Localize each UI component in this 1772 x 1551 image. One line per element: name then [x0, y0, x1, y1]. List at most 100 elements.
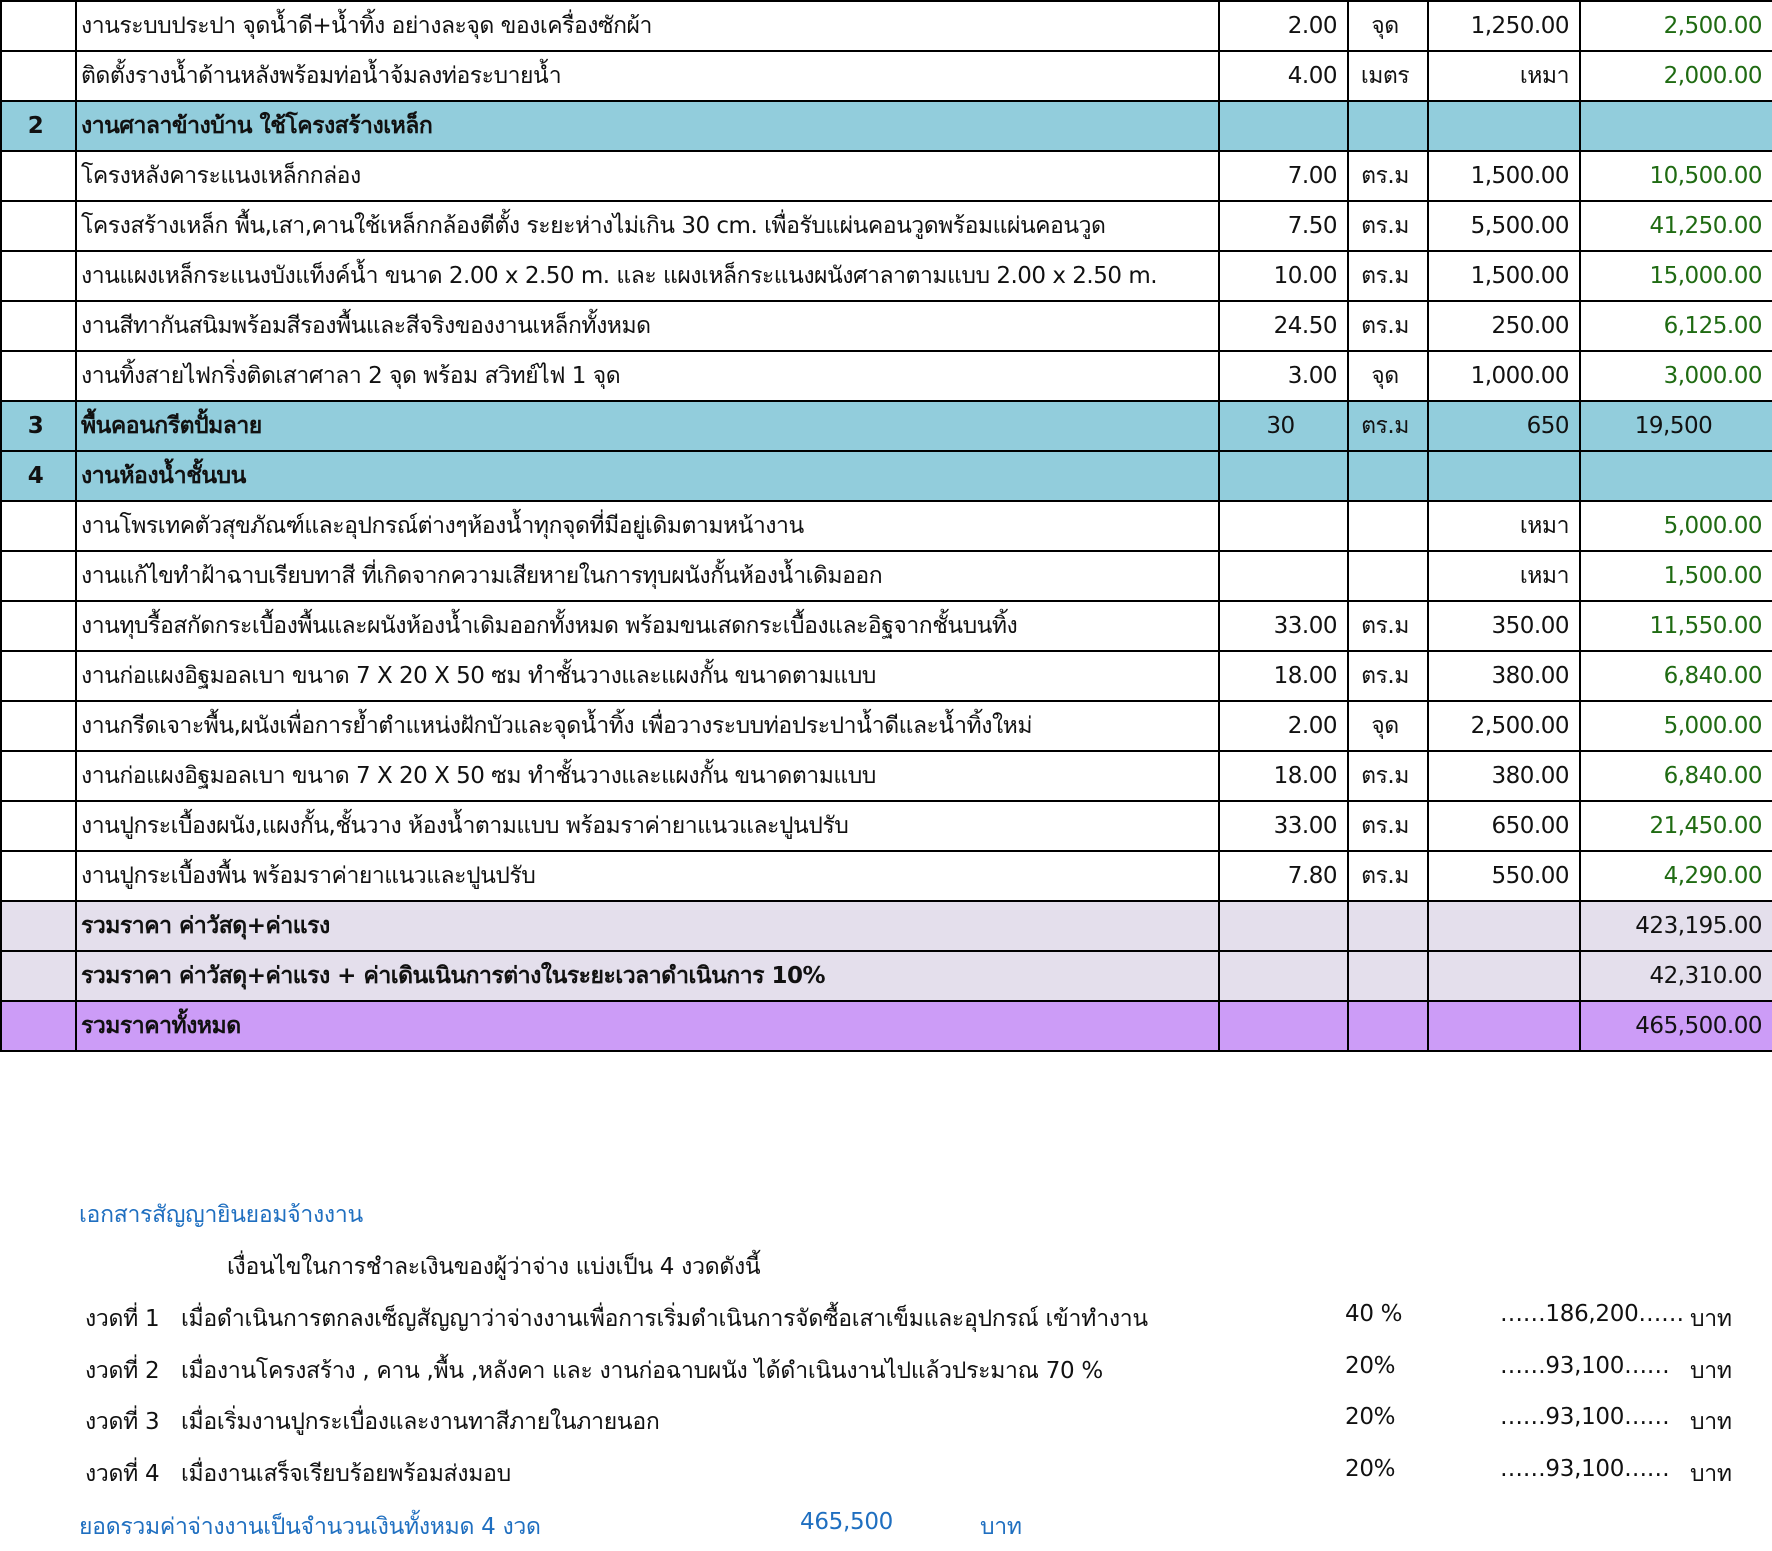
summary-label: ยอดรวมค่าจ่างงานเป็นจำนวนเงินทั้งหมด 4 ง… — [79, 1514, 541, 1540]
section-row: 2 งานศาลาข้างบ้าน ใช้โครงสร้างเหล็ก — [0, 100, 1772, 152]
description: งานแผงเหล็กระแนงบังแท็งค์น้ำ ขนาด 2.00 x… — [75, 250, 1220, 302]
row-number: 4 — [0, 450, 77, 502]
quantity: 2.00 — [1218, 0, 1349, 52]
installment-percent: 20% — [1345, 1353, 1396, 1379]
summary-amount: 465,500 — [800, 1509, 894, 1535]
description: งานปูกระเบื้องผนัง,แผงกั้น,ชั้นวาง ห้องน… — [75, 800, 1220, 852]
installment-currency: บาท — [1690, 1461, 1732, 1487]
line-total: 1,500.00 — [1579, 550, 1772, 602]
row-number — [0, 700, 77, 752]
quantity: 30 — [1218, 400, 1349, 452]
description: งานทิ้งสายไฟกริ่งติดเสาศาลา 2 จุด พร้อม … — [75, 350, 1220, 402]
installment-currency: บาท — [1690, 1306, 1732, 1332]
quantity: 7.80 — [1218, 850, 1349, 902]
unit: ตร.ม — [1347, 250, 1429, 302]
row-number — [0, 600, 77, 652]
row-number — [0, 0, 77, 52]
description: งานสีทากันสนิมพร้อมสีรองพื้นและสีจริงของ… — [75, 300, 1220, 352]
quantity — [1218, 450, 1349, 502]
table-row: งานแก้ไขทำฝ้าฉาบเรียบทาสี ที่เกิดจากความ… — [0, 550, 1772, 602]
line-total: 2,500.00 — [1579, 0, 1772, 52]
unit-price: เหมา — [1427, 550, 1581, 602]
quantity: 18.00 — [1218, 650, 1349, 702]
row-number — [0, 550, 77, 602]
unit: ตร.ม — [1347, 300, 1429, 352]
unit — [1347, 450, 1429, 502]
line-total: 423,195.00 — [1579, 900, 1772, 952]
subtotal-row: รวมราคา ค่าวัสดุ+ค่าแรง + ค่าเดินเนินการ… — [0, 950, 1772, 1002]
unit-price — [1427, 950, 1581, 1002]
row-number — [0, 950, 77, 1002]
unit-price: 380.00 — [1427, 650, 1581, 702]
line-total: 465,500.00 — [1579, 1000, 1772, 1052]
description: รวมราคา ค่าวัสดุ+ค่าแรง — [75, 900, 1220, 952]
table-row: โครงสร้างเหล็ก พื้น,เสา,คานใช้เหล็กกล้อง… — [0, 200, 1772, 252]
row-number — [0, 800, 77, 852]
quotation-table: งานระบบประปา จุดน้ำดี+น้ำทิ้ง อย่างละจุด… — [0, 0, 1772, 1052]
line-total: 42,310.00 — [1579, 950, 1772, 1002]
line-total: 2,000.00 — [1579, 50, 1772, 102]
unit-price: 1,000.00 — [1427, 350, 1581, 402]
row-number — [0, 500, 77, 552]
installment-percent: 20% — [1345, 1456, 1396, 1482]
description: งานห้องน้ำชั้นบน — [75, 450, 1220, 502]
quantity: 7.50 — [1218, 200, 1349, 252]
table-row: งานโพรเทคตัวสุขภัณฑ์และอุปกรณ์ต่างๆห้องน… — [0, 500, 1772, 552]
table-row: งานแผงเหล็กระแนงบังแท็งค์น้ำ ขนาด 2.00 x… — [0, 250, 1772, 302]
quantity: 2.00 — [1218, 700, 1349, 752]
unit-price: 550.00 — [1427, 850, 1581, 902]
line-total: 5,000.00 — [1579, 500, 1772, 552]
installment-desc: เมื่องานเสร็จเรียบร้อยพร้อมส่งมอบ — [181, 1461, 511, 1487]
unit-price — [1427, 900, 1581, 952]
row-number: 3 — [0, 400, 77, 452]
installment-label: งวดที่ 3 — [85, 1409, 160, 1435]
installment-percent: 20% — [1345, 1404, 1396, 1430]
table-row: งานทุบรื้อสกัดกระเบื้องพื้นและผนังห้องน้… — [0, 600, 1772, 652]
quantity — [1218, 900, 1349, 952]
row-number — [0, 350, 77, 402]
unit: ตร.ม — [1347, 750, 1429, 802]
row-number — [0, 300, 77, 352]
row-number — [0, 150, 77, 202]
unit-price: 350.00 — [1427, 600, 1581, 652]
line-total: 6,840.00 — [1579, 650, 1772, 702]
line-total: 4,290.00 — [1579, 850, 1772, 902]
description: งานโพรเทคตัวสุขภัณฑ์และอุปกรณ์ต่างๆห้องน… — [75, 500, 1220, 552]
unit: จุด — [1347, 350, 1429, 402]
quantity — [1218, 100, 1349, 152]
description: โครงหลังคาระแนงเหล็กกล่อง — [75, 150, 1220, 202]
unit — [1347, 950, 1429, 1002]
line-total: 5,000.00 — [1579, 700, 1772, 752]
row-number — [0, 900, 77, 952]
quantity: 33.00 — [1218, 800, 1349, 852]
table-row: งานปูกระเบื้องพื้น พร้อมราค่ายาแนวและปูน… — [0, 850, 1772, 902]
unit-price — [1427, 100, 1581, 152]
table-row: งานปูกระเบื้องผนัง,แผงกั้น,ชั้นวาง ห้องน… — [0, 800, 1772, 852]
unit: ตร.ม — [1347, 800, 1429, 852]
unit: ตร.ม — [1347, 600, 1429, 652]
unit-price: 5,500.00 — [1427, 200, 1581, 252]
unit-price — [1427, 1000, 1581, 1052]
line-total: 19,500 — [1579, 400, 1772, 452]
quantity: 4.00 — [1218, 50, 1349, 102]
unit: ตร.ม — [1347, 850, 1429, 902]
installment-amount: ……93,100…… — [1500, 1404, 1670, 1430]
line-total: 10,500.00 — [1579, 150, 1772, 202]
installment-currency: บาท — [1690, 1358, 1732, 1384]
installment-amount: ……93,100…… — [1500, 1456, 1670, 1482]
row-number — [0, 250, 77, 302]
row-number — [0, 1000, 77, 1052]
table-row: งานก่อแผงอิฐมอลเบา ขนาด 7 X 20 X 50 ซม ท… — [0, 650, 1772, 702]
contract-heading: เอกสารสัญญายินยอมจ้างงาน — [79, 1202, 363, 1228]
row-number — [0, 50, 77, 102]
unit — [1347, 100, 1429, 152]
installment-label: งวดที่ 2 — [85, 1358, 160, 1384]
unit-price: 380.00 — [1427, 750, 1581, 802]
unit-price: 650.00 — [1427, 800, 1581, 852]
line-total — [1579, 450, 1772, 502]
unit — [1347, 550, 1429, 602]
installment-amount: ……186,200…… — [1500, 1301, 1684, 1327]
unit-price: 1,500.00 — [1427, 150, 1581, 202]
summary-currency: บาท — [980, 1514, 1022, 1540]
line-total: 11,550.00 — [1579, 600, 1772, 652]
